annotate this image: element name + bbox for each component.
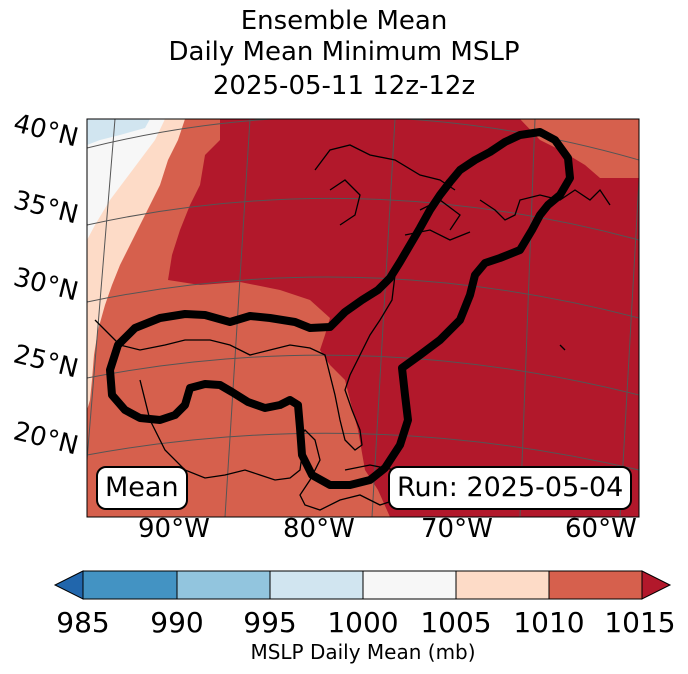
colorbar-tick-1015: 1015 [604,606,676,639]
colorbar-tick-1010: 1010 [513,606,585,639]
field-1000-1005 [87,119,165,240]
contour-outline [106,128,574,489]
colorbar-tick-990: 990 [150,606,204,639]
colorbar-tick-995: 995 [243,606,297,639]
lon-label-60w: 60°W [565,514,637,544]
colorbar-tick-1005: 1005 [420,606,492,639]
lon-label-70w: 70°W [421,514,493,544]
field-995-1000 [87,119,150,145]
colorbar-over-arrow [641,570,672,600]
title-line-3: 2025-05-11 12z-12z [212,71,476,101]
colorbar-under-arrow [53,570,84,600]
colorbar-label: MSLP Daily Mean (mb) [250,640,476,664]
run-date-box: Run: 2025-05-04 [388,466,633,510]
title-line-2: Daily Mean Minimum MSLP [168,37,520,67]
title-line-1: Ensemble Mean [240,6,448,36]
colorbar-tick-985: 985 [56,606,110,639]
mean-label-box: Mean [96,466,188,510]
map-frame [86,118,640,518]
lon-label-80w: 80°W [283,514,355,544]
lon-label-90w: 90°W [138,514,210,544]
colorbar [53,570,672,600]
colorbar-tick-1000: 1000 [327,606,399,639]
